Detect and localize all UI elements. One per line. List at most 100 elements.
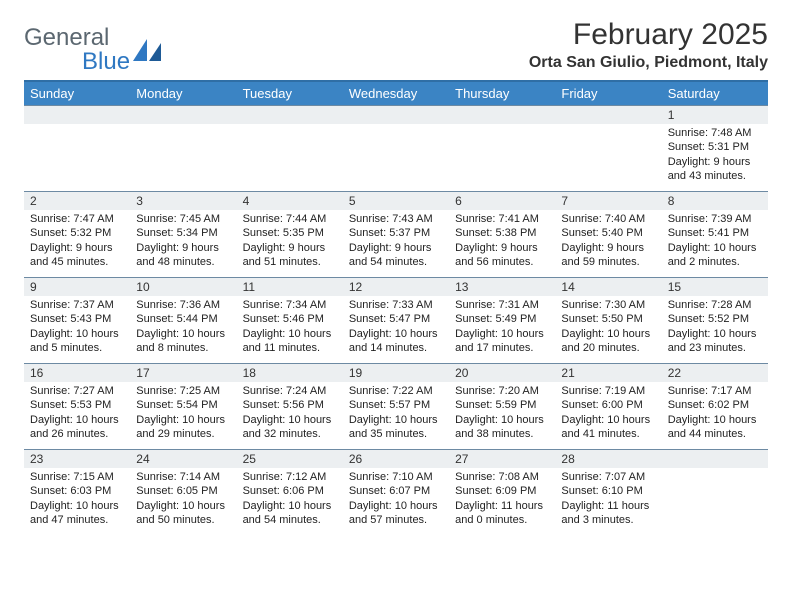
day-number: 19 (343, 363, 449, 382)
day-number: 3 (130, 191, 236, 210)
daylight-text: Daylight: 10 hours and 26 minutes. (30, 413, 124, 442)
calendar-cell (130, 105, 236, 191)
calendar-cell: 24Sunrise: 7:14 AMSunset: 6:05 PMDayligh… (130, 449, 236, 535)
day-details: Sunrise: 7:27 AMSunset: 5:53 PMDaylight:… (24, 382, 130, 445)
day-details: Sunrise: 7:19 AMSunset: 6:00 PMDaylight:… (555, 382, 661, 445)
day-details: Sunrise: 7:25 AMSunset: 5:54 PMDaylight:… (130, 382, 236, 445)
day-number: 26 (343, 449, 449, 468)
calendar-cell (449, 105, 555, 191)
sunset-text: Sunset: 5:57 PM (349, 398, 443, 412)
day-details: Sunrise: 7:17 AMSunset: 6:02 PMDaylight:… (662, 382, 768, 445)
day-header: Tuesday (237, 81, 343, 105)
sunrise-text: Sunrise: 7:36 AM (136, 298, 230, 312)
calendar-cell: 28Sunrise: 7:07 AMSunset: 6:10 PMDayligh… (555, 449, 661, 535)
logo-word1: General (24, 24, 109, 51)
calendar-row: 23Sunrise: 7:15 AMSunset: 6:03 PMDayligh… (24, 449, 768, 535)
daylight-text: Daylight: 11 hours and 0 minutes. (455, 499, 549, 528)
sunrise-text: Sunrise: 7:24 AM (243, 384, 337, 398)
day-details: Sunrise: 7:41 AMSunset: 5:38 PMDaylight:… (449, 210, 555, 273)
calendar-cell: 15Sunrise: 7:28 AMSunset: 5:52 PMDayligh… (662, 277, 768, 363)
day-header-row: SundayMondayTuesdayWednesdayThursdayFrid… (24, 81, 768, 105)
sunrise-text: Sunrise: 7:31 AM (455, 298, 549, 312)
logo-text-block: General Blue (24, 26, 130, 74)
day-details: Sunrise: 7:22 AMSunset: 5:57 PMDaylight:… (343, 382, 449, 445)
calendar-cell: 6Sunrise: 7:41 AMSunset: 5:38 PMDaylight… (449, 191, 555, 277)
day-details: Sunrise: 7:20 AMSunset: 5:59 PMDaylight:… (449, 382, 555, 445)
day-details: Sunrise: 7:10 AMSunset: 6:07 PMDaylight:… (343, 468, 449, 531)
calendar-row: 9Sunrise: 7:37 AMSunset: 5:43 PMDaylight… (24, 277, 768, 363)
daylight-text: Daylight: 10 hours and 47 minutes. (30, 499, 124, 528)
calendar-cell: 22Sunrise: 7:17 AMSunset: 6:02 PMDayligh… (662, 363, 768, 449)
calendar-cell: 12Sunrise: 7:33 AMSunset: 5:47 PMDayligh… (343, 277, 449, 363)
sunrise-text: Sunrise: 7:25 AM (136, 384, 230, 398)
calendar-cell: 14Sunrise: 7:30 AMSunset: 5:50 PMDayligh… (555, 277, 661, 363)
calendar-cell: 17Sunrise: 7:25 AMSunset: 5:54 PMDayligh… (130, 363, 236, 449)
day-number: 1 (662, 105, 768, 124)
sunset-text: Sunset: 5:50 PM (561, 312, 655, 326)
sunrise-text: Sunrise: 7:12 AM (243, 470, 337, 484)
day-number: 6 (449, 191, 555, 210)
daylight-text: Daylight: 10 hours and 14 minutes. (349, 327, 443, 356)
calendar-cell (24, 105, 130, 191)
calendar-cell: 26Sunrise: 7:10 AMSunset: 6:07 PMDayligh… (343, 449, 449, 535)
calendar-page: General Blue February 2025 Orta San Giul… (0, 0, 792, 612)
daylight-text: Daylight: 10 hours and 57 minutes. (349, 499, 443, 528)
daylight-text: Daylight: 9 hours and 51 minutes. (243, 241, 337, 270)
daylight-text: Daylight: 11 hours and 3 minutes. (561, 499, 655, 528)
daylight-text: Daylight: 10 hours and 5 minutes. (30, 327, 124, 356)
calendar-cell: 1Sunrise: 7:48 AMSunset: 5:31 PMDaylight… (662, 105, 768, 191)
daylight-text: Daylight: 10 hours and 54 minutes. (243, 499, 337, 528)
calendar-cell: 8Sunrise: 7:39 AMSunset: 5:41 PMDaylight… (662, 191, 768, 277)
daylight-text: Daylight: 10 hours and 8 minutes. (136, 327, 230, 356)
day-details: Sunrise: 7:39 AMSunset: 5:41 PMDaylight:… (662, 210, 768, 273)
sunrise-text: Sunrise: 7:20 AM (455, 384, 549, 398)
calendar-cell: 27Sunrise: 7:08 AMSunset: 6:09 PMDayligh… (449, 449, 555, 535)
day-number: 23 (24, 449, 130, 468)
sunrise-text: Sunrise: 7:34 AM (243, 298, 337, 312)
calendar-row: 2Sunrise: 7:47 AMSunset: 5:32 PMDaylight… (24, 191, 768, 277)
calendar-cell: 19Sunrise: 7:22 AMSunset: 5:57 PMDayligh… (343, 363, 449, 449)
sail-icon (133, 39, 163, 61)
day-number-empty (130, 105, 236, 124)
sunset-text: Sunset: 6:02 PM (668, 398, 762, 412)
sunrise-text: Sunrise: 7:28 AM (668, 298, 762, 312)
calendar-cell (343, 105, 449, 191)
calendar-cell: 21Sunrise: 7:19 AMSunset: 6:00 PMDayligh… (555, 363, 661, 449)
sunrise-text: Sunrise: 7:07 AM (561, 470, 655, 484)
day-number: 17 (130, 363, 236, 382)
sunset-text: Sunset: 6:00 PM (561, 398, 655, 412)
day-details: Sunrise: 7:07 AMSunset: 6:10 PMDaylight:… (555, 468, 661, 531)
calendar-cell: 13Sunrise: 7:31 AMSunset: 5:49 PMDayligh… (449, 277, 555, 363)
day-details: Sunrise: 7:43 AMSunset: 5:37 PMDaylight:… (343, 210, 449, 273)
day-details: Sunrise: 7:33 AMSunset: 5:47 PMDaylight:… (343, 296, 449, 359)
day-details: Sunrise: 7:36 AMSunset: 5:44 PMDaylight:… (130, 296, 236, 359)
day-number: 8 (662, 191, 768, 210)
sunset-text: Sunset: 5:40 PM (561, 226, 655, 240)
day-details: Sunrise: 7:40 AMSunset: 5:40 PMDaylight:… (555, 210, 661, 273)
sunrise-text: Sunrise: 7:08 AM (455, 470, 549, 484)
day-details: Sunrise: 7:24 AMSunset: 5:56 PMDaylight:… (237, 382, 343, 445)
day-details: Sunrise: 7:48 AMSunset: 5:31 PMDaylight:… (662, 124, 768, 187)
day-header: Monday (130, 81, 236, 105)
daylight-text: Daylight: 9 hours and 43 minutes. (668, 155, 762, 184)
calendar-row: 16Sunrise: 7:27 AMSunset: 5:53 PMDayligh… (24, 363, 768, 449)
sunset-text: Sunset: 6:09 PM (455, 484, 549, 498)
sunset-text: Sunset: 6:03 PM (30, 484, 124, 498)
sunrise-text: Sunrise: 7:27 AM (30, 384, 124, 398)
title-block: February 2025 Orta San Giulio, Piedmont,… (529, 18, 768, 72)
sunset-text: Sunset: 5:37 PM (349, 226, 443, 240)
calendar-cell: 10Sunrise: 7:36 AMSunset: 5:44 PMDayligh… (130, 277, 236, 363)
logo: General Blue (24, 18, 163, 74)
daylight-text: Daylight: 10 hours and 29 minutes. (136, 413, 230, 442)
calendar-cell: 4Sunrise: 7:44 AMSunset: 5:35 PMDaylight… (237, 191, 343, 277)
day-number: 21 (555, 363, 661, 382)
sunrise-text: Sunrise: 7:39 AM (668, 212, 762, 226)
calendar-cell: 20Sunrise: 7:20 AMSunset: 5:59 PMDayligh… (449, 363, 555, 449)
day-details: Sunrise: 7:31 AMSunset: 5:49 PMDaylight:… (449, 296, 555, 359)
day-header: Friday (555, 81, 661, 105)
day-number: 28 (555, 449, 661, 468)
calendar-cell: 18Sunrise: 7:24 AMSunset: 5:56 PMDayligh… (237, 363, 343, 449)
month-title: February 2025 (529, 18, 768, 52)
daylight-text: Daylight: 10 hours and 50 minutes. (136, 499, 230, 528)
calendar-cell: 2Sunrise: 7:47 AMSunset: 5:32 PMDaylight… (24, 191, 130, 277)
